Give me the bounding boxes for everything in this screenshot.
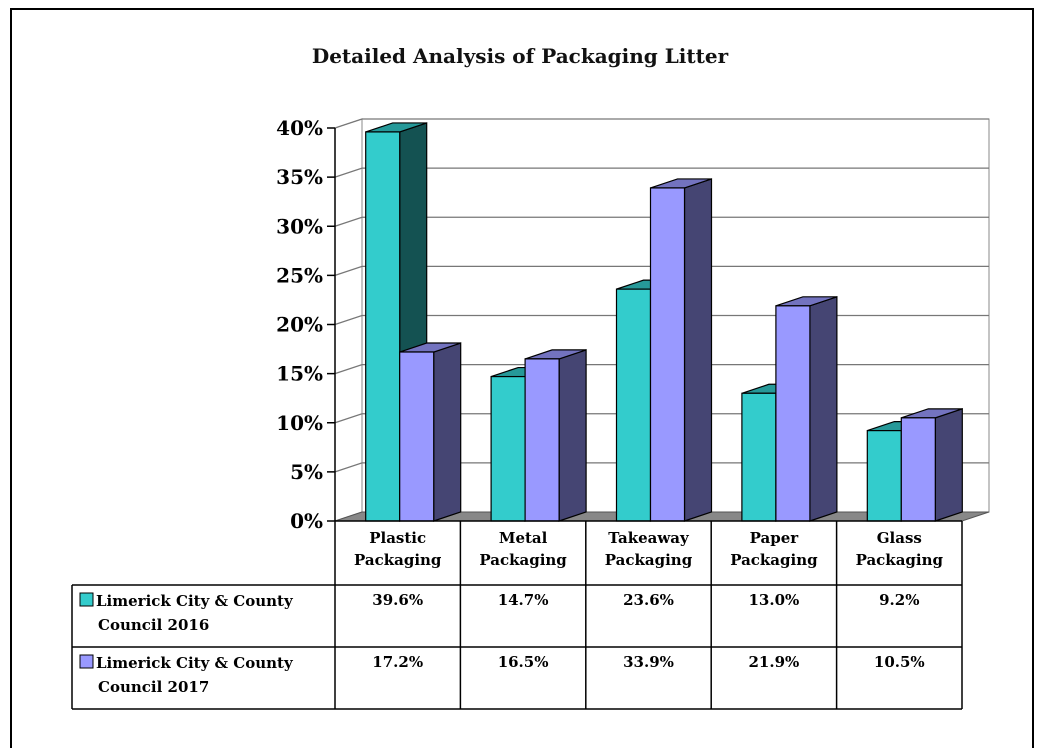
bar [649, 178, 713, 522]
bar-side [433, 342, 462, 522]
data-label: 14.7% [498, 591, 549, 609]
y-tick-label: 5% [290, 460, 323, 484]
bar-front [900, 417, 936, 522]
y-tick-label: 30% [276, 214, 323, 238]
y-axis: 0% 5% 10% 15% 20% 25% 30% 35% 40% [276, 116, 336, 533]
x-tick-label: Packaging [479, 551, 567, 569]
bar [524, 349, 587, 522]
y-tick-label: 15% [276, 362, 323, 386]
legend-swatch [79, 592, 94, 607]
y-tick-label: 40% [276, 116, 323, 140]
data-label: 17.2% [372, 653, 423, 671]
gridline [334, 216, 989, 227]
data-label: 16.5% [498, 653, 549, 671]
x-tick-label: Packaging [856, 551, 944, 569]
legend-label: Limerick City & County [96, 592, 294, 610]
bar-front [399, 351, 435, 522]
gridline [334, 167, 989, 178]
x-tick-label: Paper [750, 529, 800, 547]
y-tick-label: 10% [276, 411, 323, 435]
bar [399, 342, 462, 522]
x-tick-label: Plastic [369, 529, 426, 547]
chart-plot: 0% 5% 10% 15% 20% 25% 30% 35% 40% Plastic Packagi… [71, 116, 990, 710]
data-label: 9.2% [879, 591, 919, 609]
bar-side [809, 296, 838, 522]
data-label: 21.9% [749, 653, 800, 671]
x-tick-label: Packaging [605, 551, 693, 569]
bar-side [683, 178, 713, 522]
bar-front [490, 375, 526, 522]
x-tick-label: Packaging [730, 551, 818, 569]
bar [775, 296, 838, 522]
x-tick-label: Metal [499, 529, 548, 547]
bar [900, 408, 963, 522]
data-label: 39.6% [372, 591, 423, 609]
bar-front [741, 392, 777, 522]
y-tick-label: 35% [276, 165, 323, 189]
data-label: 13.0% [749, 591, 800, 609]
data-table: Plastic Packaging Metal Packaging Takeaway Pa… [71, 520, 963, 710]
bar-front [615, 288, 652, 522]
bar-front [365, 131, 401, 522]
bar-front [524, 358, 560, 522]
bar-side [934, 408, 963, 522]
bar-front [866, 430, 902, 522]
x-tick-label: Packaging [354, 551, 442, 569]
data-label: 33.9% [623, 653, 674, 671]
y-tick-label: 20% [276, 313, 323, 337]
legend-label: Council 2017 [98, 678, 209, 696]
y-tick-label: 25% [276, 263, 323, 287]
gridline [334, 265, 989, 276]
data-label: 10.5% [874, 653, 925, 671]
legend-label: Council 2016 [98, 616, 209, 634]
y-tick-label: 0% [290, 509, 323, 533]
chart-title: Detailed Analysis of Packaging Litter [311, 44, 729, 68]
x-tick-label: Takeaway [608, 529, 690, 547]
bars [365, 122, 963, 522]
legend-label: Limerick City & County [96, 654, 294, 672]
legend-swatch [79, 654, 94, 669]
gridline [334, 118, 989, 129]
chart-frame [10, 8, 1034, 748]
bar-front [649, 187, 686, 522]
x-tick-label: Glass [877, 529, 922, 547]
bar-front [775, 305, 811, 522]
bar-side [558, 349, 587, 522]
data-label: 23.6% [623, 591, 674, 609]
